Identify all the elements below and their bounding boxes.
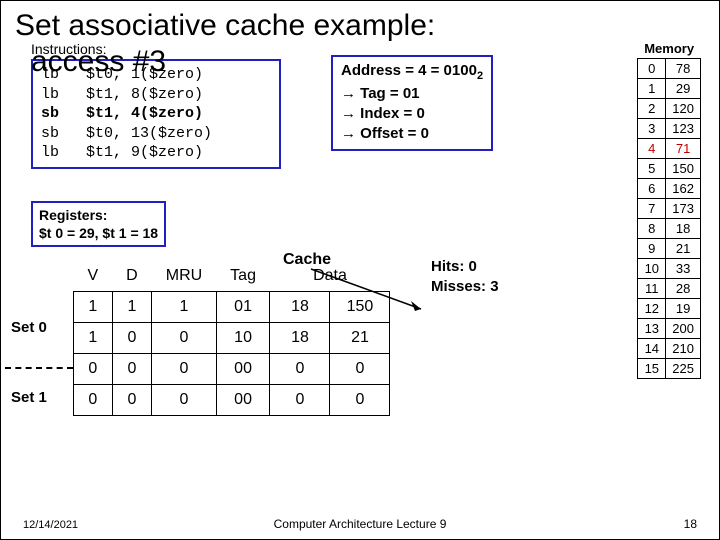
- memory-row: 1033: [638, 259, 701, 279]
- instr-row: sb $t0, 13($zero): [41, 124, 271, 144]
- memory-row: 13200: [638, 319, 701, 339]
- access-label: access #3: [31, 45, 166, 79]
- memory-block: Memory 078129212031234715150616271738189…: [637, 41, 701, 379]
- memory-row: 3123: [638, 119, 701, 139]
- cache-row: 1110118150: [74, 292, 390, 323]
- cache-row: 0000000: [74, 354, 390, 385]
- registers-box: Registers: $t 0 = 29, $t 1 = 18: [31, 201, 166, 247]
- cache-header: MRU: [152, 261, 216, 292]
- hits-line: Hits: 0: [431, 257, 499, 277]
- instr-row: lb $t1, 8($zero): [41, 85, 271, 105]
- memory-row: 129: [638, 79, 701, 99]
- memory-row: 15225: [638, 359, 701, 379]
- memory-row: 921: [638, 239, 701, 259]
- cache-title: Cache: [283, 251, 331, 269]
- addr-line2: → Tag = 01: [341, 84, 483, 104]
- instr-row: lb $t1, 9($zero): [41, 143, 271, 163]
- memory-table: 0781292120312347151506162717381892110331…: [637, 58, 701, 379]
- set-divider: [5, 367, 73, 369]
- memory-row: 1219: [638, 299, 701, 319]
- addr-line1: Address = 4 = 01002: [341, 61, 483, 84]
- memory-title: Memory: [637, 41, 701, 56]
- memory-row: 2120: [638, 99, 701, 119]
- set1-label: Set 1: [11, 389, 47, 406]
- page-title: Set associative cache example:: [15, 9, 705, 43]
- cache-header: Tag: [216, 261, 270, 292]
- memory-row: 471: [638, 139, 701, 159]
- footer-center: Computer Architecture Lecture 9: [274, 517, 447, 531]
- memory-row: 5150: [638, 159, 701, 179]
- memory-row: 6162: [638, 179, 701, 199]
- address-box: Address = 4 = 01002 → Tag = 01 → Index =…: [331, 55, 493, 151]
- memory-row: 7173: [638, 199, 701, 219]
- cache-header: V: [74, 261, 113, 292]
- footer-date: 12/14/2021: [23, 519, 78, 531]
- cache-table: VDMRUTagData1110118150100101821000000000…: [73, 261, 390, 416]
- misses-line: Misses: 3: [431, 277, 499, 297]
- reg-label: Registers:: [39, 206, 158, 224]
- instr-row: sb $t1, 4($zero): [41, 104, 271, 124]
- hits-box: Hits: 0 Misses: 3: [431, 257, 499, 296]
- memory-row: 818: [638, 219, 701, 239]
- cache-row: 0000000: [74, 385, 390, 416]
- footer-page: 18: [684, 517, 697, 531]
- reg-line: $t 0 = 29, $t 1 = 18: [39, 224, 158, 242]
- addr-line3: → Index = 0: [341, 104, 483, 124]
- set0-label: Set 0: [11, 319, 47, 336]
- cache-header: D: [112, 261, 152, 292]
- cache-row: 100101821: [74, 323, 390, 354]
- addr-line4: → Offset = 0: [341, 124, 483, 144]
- memory-row: 1128: [638, 279, 701, 299]
- cache-block: Cache Set 0 Set 1 VDMRUTagData1110118150…: [13, 261, 390, 416]
- memory-row: 078: [638, 59, 701, 79]
- memory-row: 14210: [638, 339, 701, 359]
